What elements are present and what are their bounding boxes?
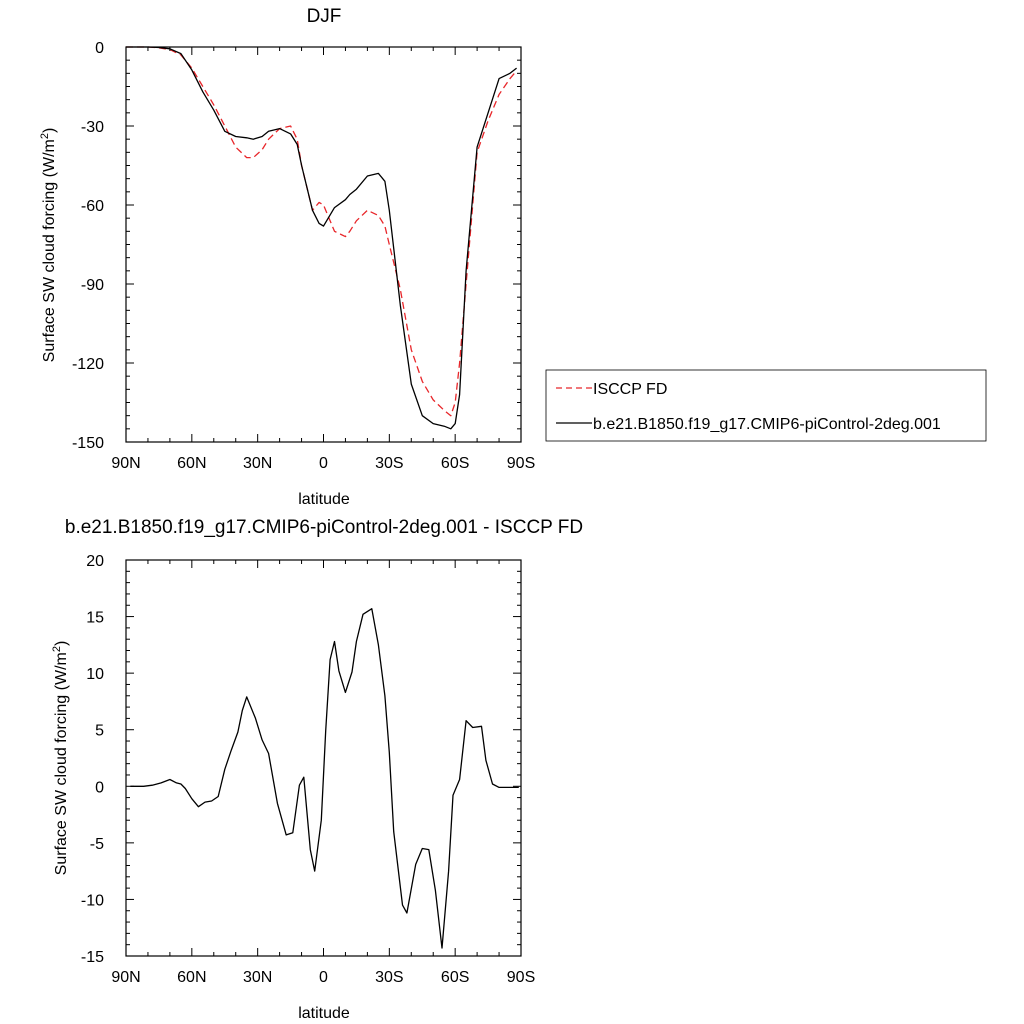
x-tick-label: 90N	[111, 969, 140, 986]
legend-box	[545, 369, 987, 442]
chart-title: DJF	[307, 6, 342, 27]
y-tick-label: -5	[90, 836, 104, 853]
legend-label-isccp: ISCCP FD	[593, 381, 667, 398]
y-axis-label-text: Surface SW cloud forcing (W/m	[53, 652, 70, 875]
series-line-0	[130, 608, 519, 949]
y-tick-label: -30	[81, 119, 104, 136]
tick-labels: 90N 60N 30N 0 30S 60S 90S 0 -30 -60 -90 -120 -150	[72, 40, 535, 472]
y-tick-label: -10	[81, 892, 104, 909]
series-line-1	[126, 46, 518, 430]
y-tick-label: 15	[86, 610, 104, 627]
series-line-0	[126, 46, 518, 417]
tick-labels: 90N 60N 30N 0 30S 60S 90S 20 15 10 5 0 -5 -10 -15	[81, 553, 535, 986]
y-tick-label: -120	[72, 356, 104, 373]
y-axis-label-text: Surface SW cloud forcing (W/m	[41, 139, 58, 362]
x-tick-label: 30N	[243, 969, 272, 986]
difference-panel: b.e21.B1850.f19_g17.CMIP6-piControl-2deg…	[51, 517, 583, 1022]
series-lines	[130, 608, 519, 949]
x-tick-label: 30S	[375, 969, 403, 986]
axis-ticks	[125, 559, 522, 957]
x-tick-label: 60S	[441, 455, 469, 472]
x-axis-label: latitude	[298, 491, 350, 508]
x-tick-label: 60N	[177, 969, 206, 986]
chart-title: b.e21.B1850.f19_g17.CMIP6-piControl-2deg…	[65, 517, 583, 538]
y-tick-label: 0	[95, 779, 104, 796]
x-axis-label: latitude	[298, 1005, 350, 1022]
x-tick-label: 30S	[375, 455, 403, 472]
x-tick-label: 0	[319, 969, 328, 986]
x-tick-label: 60N	[177, 455, 206, 472]
y-axis-label-exponent: 2	[51, 646, 63, 652]
x-tick-label: 90N	[111, 455, 140, 472]
y-tick-label: 20	[86, 553, 104, 570]
y-axis-label-close: )	[53, 641, 70, 646]
y-tick-label: 10	[86, 666, 104, 683]
plot-frame	[125, 46, 522, 443]
y-axis-label: Surface SW cloud forcing (W/m2)	[51, 641, 70, 876]
x-tick-label: 90S	[507, 969, 535, 986]
y-tick-label: -150	[72, 435, 104, 452]
y-tick-label: -60	[81, 198, 104, 215]
x-tick-label: 0	[319, 455, 328, 472]
y-tick-label: 5	[95, 723, 104, 740]
legend: ISCCP FD b.e21.B1850.f19_g17.CMIP6-piCon…	[545, 369, 987, 442]
djf-panel: DJF 90N 60N 30N 0 30S 60S 90S 0 -30 -60 -90 -120 -15…	[39, 6, 987, 508]
y-axis-label: Surface SW cloud forcing (W/m2)	[39, 128, 58, 363]
x-tick-label: 30N	[243, 455, 272, 472]
y-axis-label-exponent: 2	[39, 133, 51, 139]
x-tick-label: 90S	[507, 455, 535, 472]
series-lines	[126, 46, 518, 430]
y-tick-label: -15	[81, 949, 104, 966]
axis-ticks	[125, 46, 522, 443]
legend-label-model: b.e21.B1850.f19_g17.CMIP6-piControl-2deg…	[593, 416, 941, 433]
x-tick-label: 60S	[441, 969, 469, 986]
y-tick-label: -90	[81, 277, 104, 294]
y-tick-label: 0	[95, 40, 104, 57]
y-axis-label-close: )	[41, 128, 58, 133]
